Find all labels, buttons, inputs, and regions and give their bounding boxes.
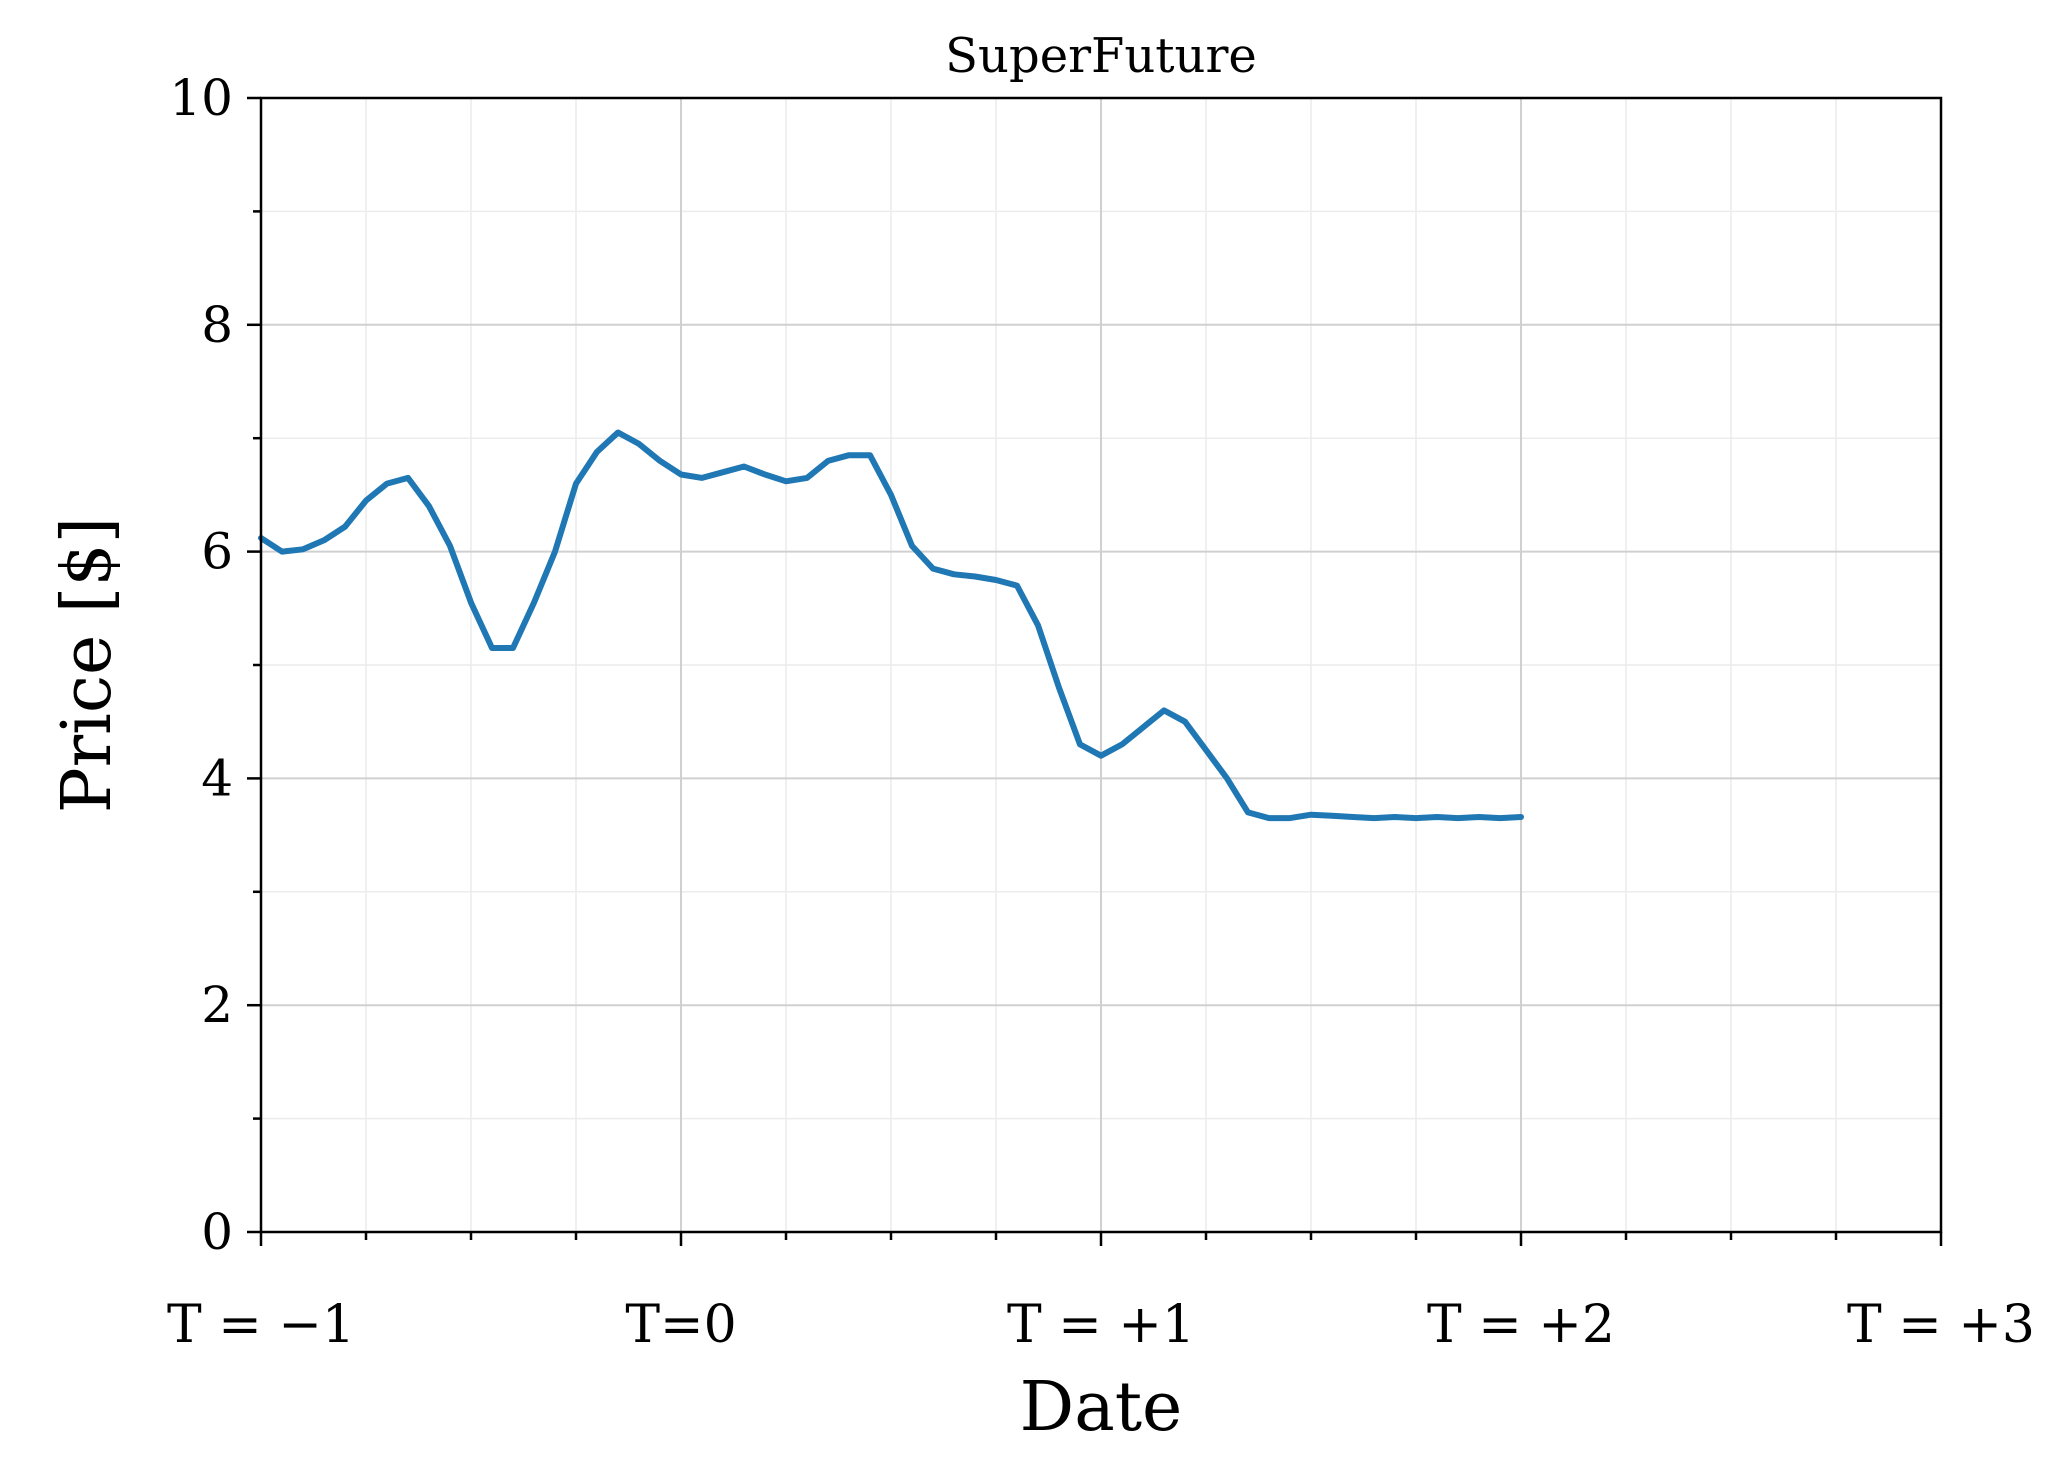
price-series-line [258,429,1524,822]
x-axis-title: Date [1020,1368,1183,1447]
chart-title: SuperFuture [945,28,1257,84]
y-tick-label: 0 [201,1203,233,1261]
y-tick-label: 6 [201,523,233,581]
y-tick-label: 10 [169,69,233,127]
y-tick-label: 8 [201,296,233,354]
y-tick-label: 2 [201,976,233,1034]
x-tick-label: T = +1 [1007,1295,1195,1355]
x-tick-label: T = +2 [1427,1295,1615,1355]
axis-ticks [247,96,1943,1246]
x-tick-labels: T = −1 T=0 T = +1 T = +2 T = +3 [167,1295,2035,1355]
y-tick-labels: 0 2 4 6 8 10 [169,69,233,1261]
x-tick-label: T = +3 [1847,1295,2035,1355]
x-tick-label: T=0 [625,1295,736,1355]
x-tick-label: T = −1 [167,1295,355,1355]
y-axis-title: Price [$] [48,517,127,813]
y-tick-label: 4 [201,749,233,807]
